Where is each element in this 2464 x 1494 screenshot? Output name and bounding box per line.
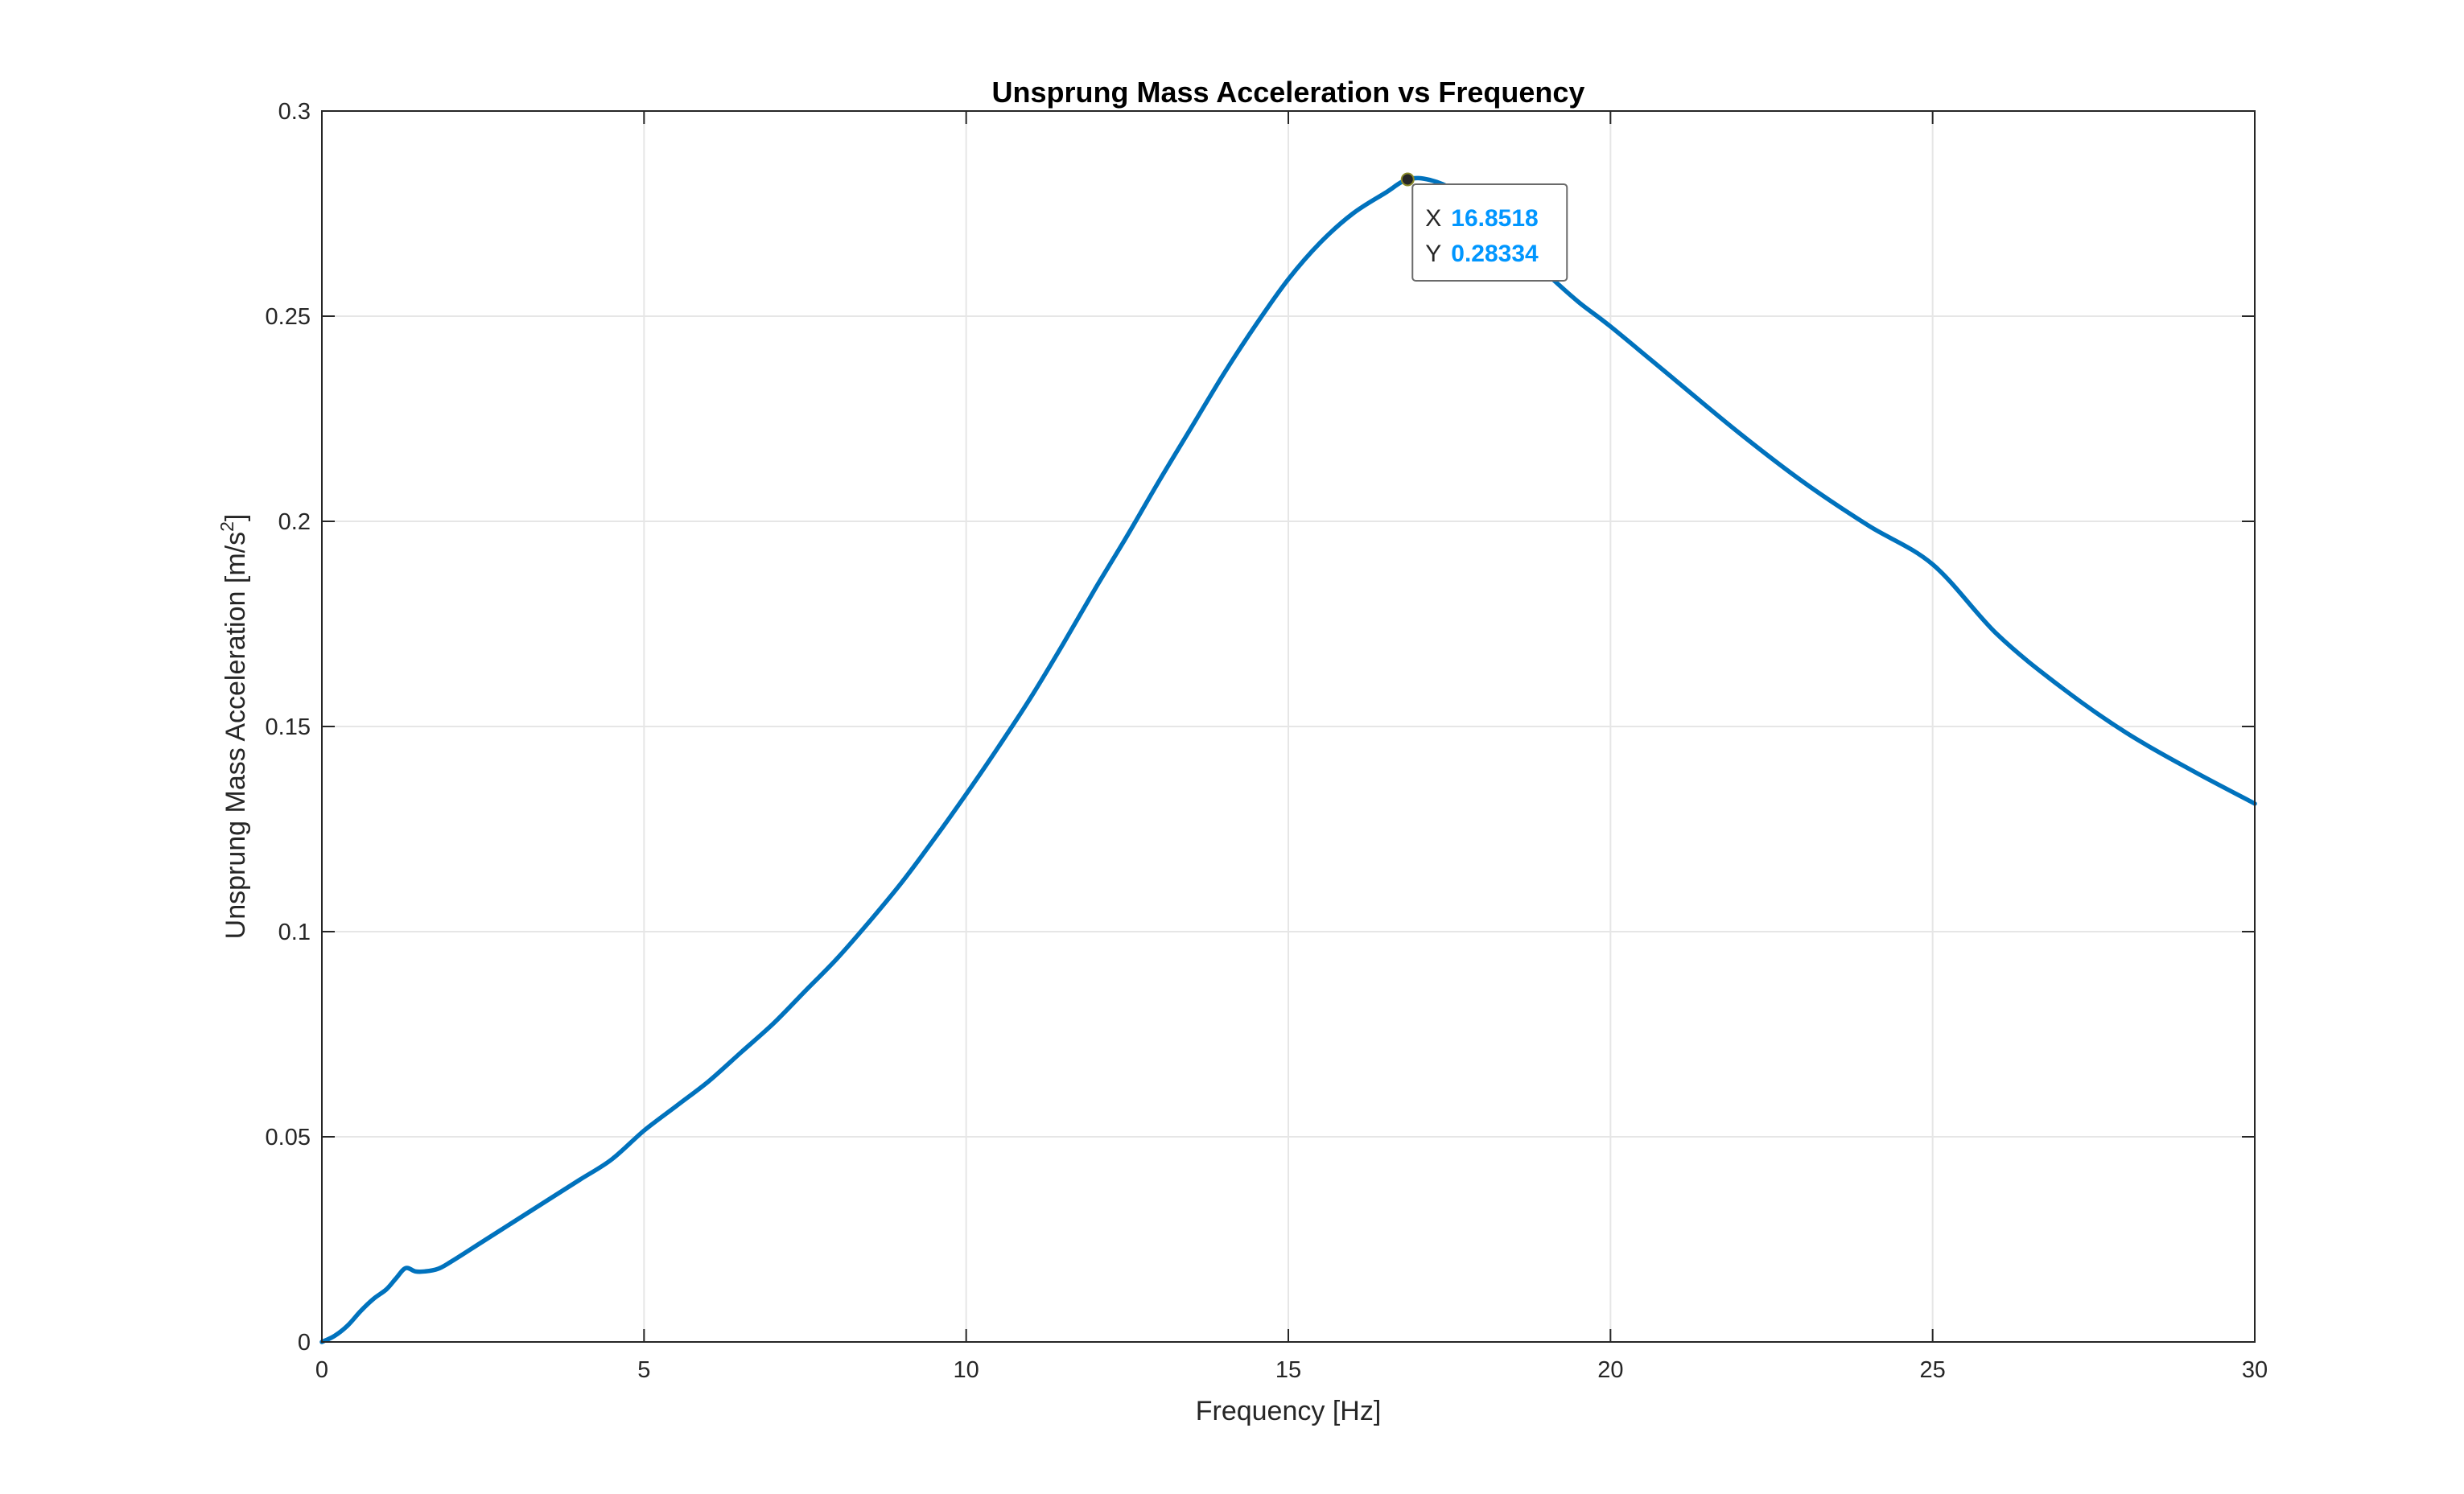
y-axis-label-text: Unsprung Mass Acceleration [m/s (220, 532, 251, 939)
x-tick-label: 10 (954, 1357, 979, 1383)
y-tick-label: 0.05 (266, 1125, 311, 1150)
y-tick-label: 0 (298, 1330, 311, 1356)
y-tick-label: 0.25 (266, 304, 311, 330)
data-tip-box (1411, 183, 1568, 282)
x-tick-label: 15 (1275, 1357, 1301, 1383)
series-layer (319, 175, 2257, 1344)
x-tick-label: 5 (637, 1357, 650, 1383)
data-tip-y-value: 0.28334 (1451, 241, 1539, 267)
x-axis-label: Frequency [Hz] (1196, 1396, 1382, 1426)
x-tick-label: 25 (1920, 1357, 1946, 1383)
data-tip-y-key: Y (1425, 241, 1441, 267)
y-tick-label: 0.3 (278, 99, 311, 125)
chart-title: Unsprung Mass Acceleration vs Frequency (992, 76, 1585, 109)
y-axis-label-superscript: 2 (216, 521, 237, 532)
data-tip-x-key: X (1425, 205, 1441, 232)
data-tip[interactable]: X 16.8518 Y 0.28334 (1400, 172, 1568, 282)
x-tick-label: 30 (2242, 1357, 2268, 1383)
y-tick-label: 0.2 (278, 509, 311, 535)
x-tick-label: 20 (1597, 1357, 1623, 1383)
data-tip-marker (1400, 172, 1415, 187)
y-axis-label-close: ] (220, 514, 251, 521)
y-tick-label: 0.1 (278, 920, 311, 945)
acceleration-curve (319, 175, 2257, 1344)
y-axis-label: Unsprung Mass Acceleration [m/s2] (216, 514, 251, 940)
axis-ticks: 0 5 10 15 20 25 30 0 0.05 0.1 0.15 0.2 0.25 0.3 (266, 99, 2268, 1383)
x-tick-label: 0 (315, 1357, 328, 1383)
y-tick-label: 0.15 (266, 714, 311, 740)
data-tip-x-value: 16.8518 (1451, 205, 1538, 232)
